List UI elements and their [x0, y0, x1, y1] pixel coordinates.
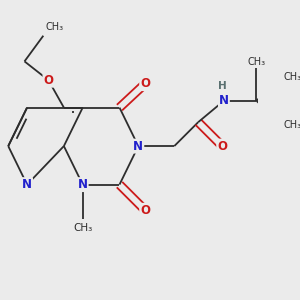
Text: H: H [218, 81, 226, 91]
Text: O: O [44, 74, 53, 87]
Text: CH₃: CH₃ [284, 120, 300, 130]
Text: O: O [140, 204, 150, 217]
Text: CH₃: CH₃ [73, 223, 92, 233]
Text: N: N [133, 140, 143, 153]
Text: CH₃: CH₃ [284, 72, 300, 82]
Text: N: N [22, 178, 32, 191]
Text: O: O [140, 77, 150, 90]
Text: CH₃: CH₃ [248, 56, 266, 67]
Text: N: N [78, 178, 88, 191]
Text: N: N [219, 94, 229, 107]
Text: O: O [217, 140, 227, 153]
Text: CH₃: CH₃ [45, 22, 63, 32]
